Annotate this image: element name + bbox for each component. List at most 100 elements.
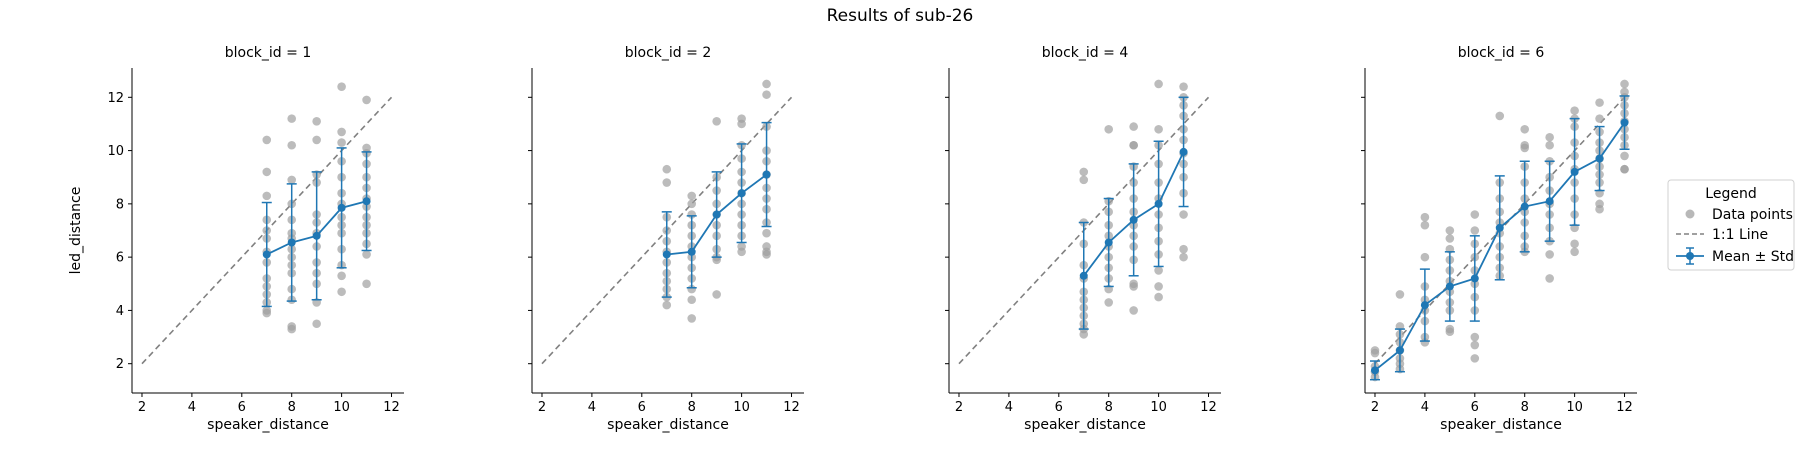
data-point [1129,282,1138,291]
mean-point [362,197,371,206]
data-point [337,287,346,297]
data-point [1595,98,1604,107]
x-axis-label: speaker_distance [1024,417,1146,433]
data-point [662,164,672,174]
mean-point [1079,271,1088,280]
data-point [1420,338,1430,347]
data-point [687,295,697,305]
data-point [1620,151,1629,161]
data-point [737,247,746,257]
data-point [1179,210,1188,219]
mean-point [312,231,321,240]
data-point [1104,124,1114,134]
data-point [1445,327,1455,337]
legend-entry-data-points: Data points [1712,207,1793,223]
x-tick-label: 4 [588,400,596,415]
mean-point [1570,167,1579,176]
x-tick-label: 4 [1421,400,1429,415]
x-tick-label: 12 [1616,400,1633,415]
data-point [762,250,771,259]
data-point [312,135,321,145]
data-point [262,135,272,145]
data-point [1154,266,1163,275]
x-tick-label: 10 [733,400,750,415]
x-tick-label: 8 [288,400,296,415]
data-point [1370,348,1380,358]
y-tick-label: 2 [116,357,124,372]
data-point [312,319,321,329]
data-point [1179,252,1188,262]
data-point [337,127,346,137]
data-point [1620,79,1629,89]
panel-title: block_id = 4 [1042,45,1129,61]
y-tick-label: 4 [116,304,124,319]
data-point [1620,164,1629,174]
data-point [1470,354,1480,363]
mean-point [1154,199,1163,208]
data-point [1154,282,1163,291]
mean-point [662,250,671,259]
data-point [687,210,697,219]
data-point [1179,244,1188,254]
figure-title: Results of sub-26 [827,6,974,26]
error-bars [261,147,372,308]
data-point [362,95,371,105]
data-point [1570,239,1579,249]
panel-2: block_id = 2 2 4 6 8 10 12 speaker_distance [528,45,804,433]
data-point [1445,226,1455,235]
x-tick-label: 2 [138,400,146,415]
x-tick-label: 4 [188,400,196,415]
x-tick-label: 10 [1566,400,1583,415]
data-point [287,175,297,185]
x-axis-label: speaker_distance [607,417,729,433]
data-point [362,250,371,259]
data-point [1079,167,1089,177]
data-point [1420,212,1430,222]
x-tick-label: 10 [1150,400,1167,415]
data-point [1079,330,1089,339]
mean-point [1520,202,1529,211]
x-tick-label: 6 [638,400,646,415]
data-point [287,140,297,150]
data-point [262,191,272,201]
data-point [1079,175,1089,185]
data-point [287,324,297,334]
legend-entry-mean-std: Mean ± Std [1712,249,1794,265]
data-point [1470,210,1480,219]
x-tick-label: 8 [688,400,696,415]
data-point [687,314,697,323]
data-point [762,90,771,99]
y-tick-label: 6 [116,251,124,266]
data-point [1470,340,1480,350]
x-tick-label: 8 [1105,400,1113,415]
mean-point [337,203,346,212]
data-point [287,114,297,123]
panel-3: block_id = 4 2 4 6 8 10 12 speaker_distance [945,45,1221,433]
data-point [1445,234,1455,243]
x-tick-label: 2 [1371,400,1379,415]
mean-point [287,238,296,247]
data-point [712,290,721,299]
mean-point [1620,118,1629,127]
y-tick-label: 12 [107,91,124,106]
mean-point [1104,238,1113,247]
data-point [1104,298,1114,307]
panel-title: block_id = 2 [625,45,711,61]
error-bars [1078,96,1189,330]
data-point [1595,114,1604,123]
mean-point [1420,301,1429,310]
x-tick-label: 6 [1055,400,1063,415]
legend-scatter-marker [1685,209,1695,219]
mean-point [1445,282,1454,291]
data-point [337,82,346,91]
panel-1: block_id = 1 2 4 6 8 10 12 2 4 6 8 10 12 speaker_dist… [68,45,404,433]
data-point [1470,226,1480,235]
legend-title: Legend [1705,186,1756,202]
data-point [737,119,746,129]
mean-point [737,189,746,198]
data-point [662,178,672,187]
data-point [1545,274,1554,283]
mean-point [1395,346,1404,355]
panel-title: block_id = 1 [225,45,311,61]
